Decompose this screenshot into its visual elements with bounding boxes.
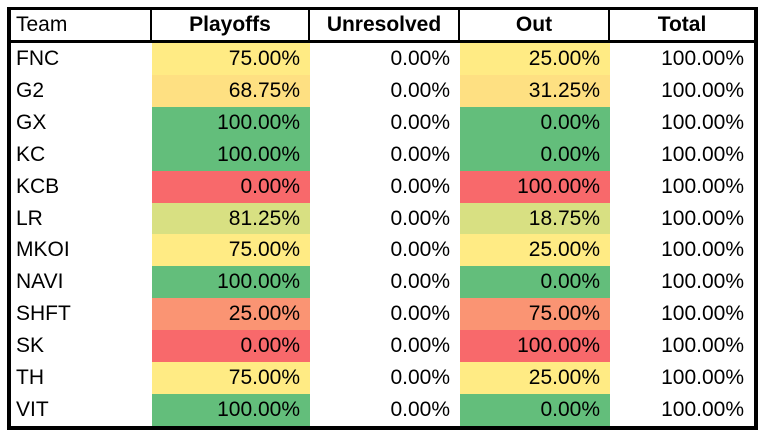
cell-unresolved: 0.00% [390, 206, 450, 230]
cell-playoffs: 75.00% [152, 234, 310, 267]
cell-team: KCB [16, 174, 60, 198]
cell-out: 0.00% [460, 138, 610, 171]
cell-out: 18.75% [460, 202, 610, 235]
cell-unresolved: 0.00% [390, 238, 450, 262]
cell-out: 100.00% [460, 170, 610, 203]
cell-total: 100.00% [661, 398, 744, 422]
cell-playoffs: 100.00% [152, 106, 310, 139]
cell-playoffs: 25.00% [152, 298, 310, 331]
cell-unresolved: 0.00% [390, 110, 450, 134]
cell-unresolved: 0.00% [390, 398, 450, 422]
cell-playoffs: 75.00% [152, 362, 310, 395]
column-header-team: Team [11, 10, 152, 43]
cell-total: 100.00% [661, 78, 744, 102]
cell-team: LR [16, 206, 43, 230]
cell-out: 25.00% [460, 43, 610, 75]
cell-team: SK [16, 334, 45, 358]
cell-unresolved: 0.00% [390, 270, 450, 294]
cell-team: KC [16, 142, 46, 166]
cell-out: 0.00% [460, 394, 610, 426]
cell-unresolved: 0.00% [390, 366, 450, 390]
column-header-playoffs: Playoffs [152, 10, 310, 43]
cell-team: TH [16, 366, 44, 390]
cell-unresolved: 0.00% [390, 46, 450, 70]
cell-team: GX [16, 110, 47, 134]
cell-out: 100.00% [460, 330, 610, 363]
cell-unresolved: 0.00% [390, 78, 450, 102]
cell-total: 100.00% [661, 334, 744, 358]
cell-team: NAVI [16, 270, 64, 294]
cell-total: 100.00% [661, 302, 744, 326]
column-header-total: Total [610, 10, 754, 43]
cell-playoffs: 0.00% [152, 170, 310, 203]
cell-team: SHFT [16, 302, 71, 326]
cell-total: 100.00% [661, 110, 744, 134]
cell-unresolved: 0.00% [390, 334, 450, 358]
playoff-odds-table: Team Playoffs Unresolved Out Total FNC 75… [7, 7, 758, 430]
cell-out: 75.00% [460, 298, 610, 331]
cell-playoffs: 75.00% [152, 43, 310, 75]
cell-out: 0.00% [460, 106, 610, 139]
cell-out: 0.00% [460, 266, 610, 299]
cell-out: 31.25% [460, 74, 610, 107]
cell-unresolved: 0.00% [390, 174, 450, 198]
cell-team: FNC [16, 46, 60, 70]
cell-out: 25.00% [460, 234, 610, 267]
cell-total: 100.00% [661, 174, 744, 198]
cell-playoffs: 100.00% [152, 138, 310, 171]
cell-playoffs: 100.00% [152, 266, 310, 299]
cell-total: 100.00% [661, 238, 744, 262]
cell-playoffs: 81.25% [152, 202, 310, 235]
cell-unresolved: 0.00% [390, 302, 450, 326]
cell-playoffs: 68.75% [152, 74, 310, 107]
cell-total: 100.00% [661, 366, 744, 390]
column-header-out: Out [460, 10, 610, 43]
cell-total: 100.00% [661, 142, 744, 166]
cell-playoffs: 100.00% [152, 394, 310, 426]
cell-total: 100.00% [661, 46, 744, 70]
cell-team: VIT [16, 398, 49, 422]
cell-total: 100.00% [661, 206, 744, 230]
cell-total: 100.00% [661, 270, 744, 294]
cell-unresolved: 0.00% [390, 142, 450, 166]
cell-out: 25.00% [460, 362, 610, 395]
cell-playoffs: 0.00% [152, 330, 310, 363]
column-header-unresolved: Unresolved [310, 10, 460, 43]
cell-team: MKOI [16, 238, 70, 262]
cell-team: G2 [16, 78, 45, 102]
